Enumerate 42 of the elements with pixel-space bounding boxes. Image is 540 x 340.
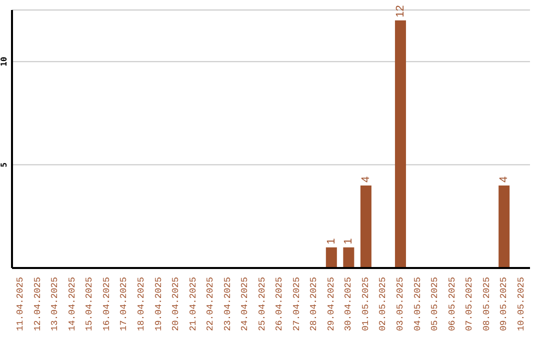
bar bbox=[326, 247, 337, 268]
x-tick-label: 05.05.2025 bbox=[430, 277, 440, 332]
bar bbox=[360, 185, 372, 268]
x-tick-label: 12.04.2025 bbox=[32, 277, 43, 332]
x-tick-label: 02.05.2025 bbox=[378, 277, 388, 332]
bar bbox=[343, 247, 354, 268]
bar bbox=[498, 185, 510, 268]
x-tick-label: 21.04.2025 bbox=[188, 277, 198, 332]
x-tick-label: 27.04.2025 bbox=[292, 277, 302, 332]
x-tick-label: 14.04.2025 bbox=[67, 277, 78, 332]
x-tick-label: 10.05.2025 bbox=[516, 277, 526, 332]
x-tick-label: 13.04.2025 bbox=[50, 277, 60, 332]
x-tick-label: 09.05.2025 bbox=[499, 277, 510, 332]
x-tick-label: 16.04.2025 bbox=[102, 277, 112, 332]
x-tick-label: 24.04.2025 bbox=[240, 277, 250, 332]
x-tick-label: 18.04.2025 bbox=[136, 277, 146, 332]
x-tick-label: 19.04.2025 bbox=[154, 277, 164, 332]
y-tick-label: 10 bbox=[0, 56, 8, 66]
x-tick-label: 28.04.2025 bbox=[309, 277, 320, 332]
x-tick-label: 06.05.2025 bbox=[447, 277, 458, 332]
x-tick-label: 23.04.2025 bbox=[222, 277, 233, 332]
x-tick-label: 29.04.2025 bbox=[326, 277, 336, 332]
data-label: 12 bbox=[394, 5, 406, 18]
x-tick-label: 17.04.2025 bbox=[119, 277, 130, 332]
data-label: 1 bbox=[342, 238, 355, 244]
x-tick-label: 30.04.2025 bbox=[344, 277, 354, 332]
x-tick-label: 20.04.2025 bbox=[171, 277, 182, 332]
x-tick-label: 25.04.2025 bbox=[257, 277, 268, 332]
x-tick-label: 07.05.2025 bbox=[464, 277, 475, 332]
x-tick-label: 15.04.2025 bbox=[84, 277, 95, 332]
y-tick-label: 5 bbox=[0, 162, 8, 168]
x-tick-label: 22.04.2025 bbox=[206, 277, 216, 332]
bar bbox=[394, 20, 406, 268]
x-tick-label: 26.04.2025 bbox=[274, 277, 285, 332]
x-tick-label: 08.05.2025 bbox=[482, 277, 492, 332]
data-label: 4 bbox=[360, 176, 372, 182]
data-label: 1 bbox=[325, 238, 338, 244]
x-tick-label: 03.05.2025 bbox=[396, 277, 406, 332]
x-tick-label: 04.05.2025 bbox=[412, 277, 423, 332]
x-tick-label: 01.05.2025 bbox=[360, 277, 371, 332]
data-label: 4 bbox=[498, 176, 510, 182]
x-tick-label: 11.04.2025 bbox=[16, 277, 26, 332]
